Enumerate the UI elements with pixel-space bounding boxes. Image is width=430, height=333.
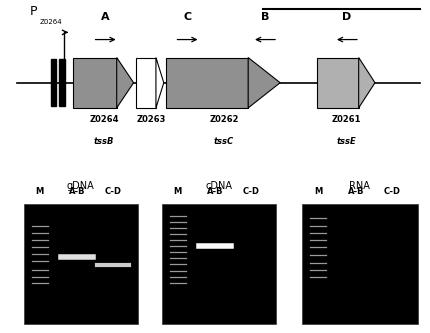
Bar bbox=[301, 204, 417, 324]
Text: M: M bbox=[313, 187, 321, 196]
Polygon shape bbox=[117, 58, 133, 108]
Text: B: B bbox=[260, 12, 269, 22]
Bar bbox=[59, 59, 64, 106]
Polygon shape bbox=[316, 58, 358, 108]
Text: Z0264: Z0264 bbox=[40, 19, 62, 25]
Text: D: D bbox=[341, 12, 351, 22]
Text: A-B: A-B bbox=[69, 187, 86, 196]
Text: tssE: tssE bbox=[335, 137, 355, 146]
Text: C-D: C-D bbox=[104, 187, 121, 196]
Text: Z0261: Z0261 bbox=[331, 115, 360, 124]
Text: 1 kb: 1 kb bbox=[330, 0, 351, 2]
Text: M: M bbox=[173, 187, 181, 196]
Bar bbox=[161, 204, 275, 324]
Text: tssC: tssC bbox=[214, 137, 233, 146]
Text: M: M bbox=[36, 187, 44, 196]
Polygon shape bbox=[156, 58, 163, 108]
Text: C: C bbox=[183, 12, 191, 22]
Polygon shape bbox=[166, 58, 248, 108]
Text: C-D: C-D bbox=[242, 187, 258, 196]
Polygon shape bbox=[135, 58, 156, 108]
Text: gDNA: gDNA bbox=[67, 181, 95, 191]
Text: C-D: C-D bbox=[383, 187, 400, 196]
Text: Z0262: Z0262 bbox=[209, 115, 238, 124]
Text: A: A bbox=[101, 12, 110, 22]
Text: RNA: RNA bbox=[349, 181, 369, 191]
Bar bbox=[24, 204, 138, 324]
Bar bbox=[51, 59, 56, 106]
Text: P: P bbox=[30, 5, 37, 18]
Text: cDNA: cDNA bbox=[205, 181, 232, 191]
Polygon shape bbox=[248, 58, 280, 108]
Polygon shape bbox=[358, 58, 374, 108]
Text: Z0264: Z0264 bbox=[89, 115, 119, 124]
Text: A-B: A-B bbox=[206, 187, 223, 196]
Text: A-B: A-B bbox=[347, 187, 364, 196]
Text: tssB: tssB bbox=[94, 137, 114, 146]
Polygon shape bbox=[73, 58, 117, 108]
Text: Z0263: Z0263 bbox=[136, 115, 165, 124]
